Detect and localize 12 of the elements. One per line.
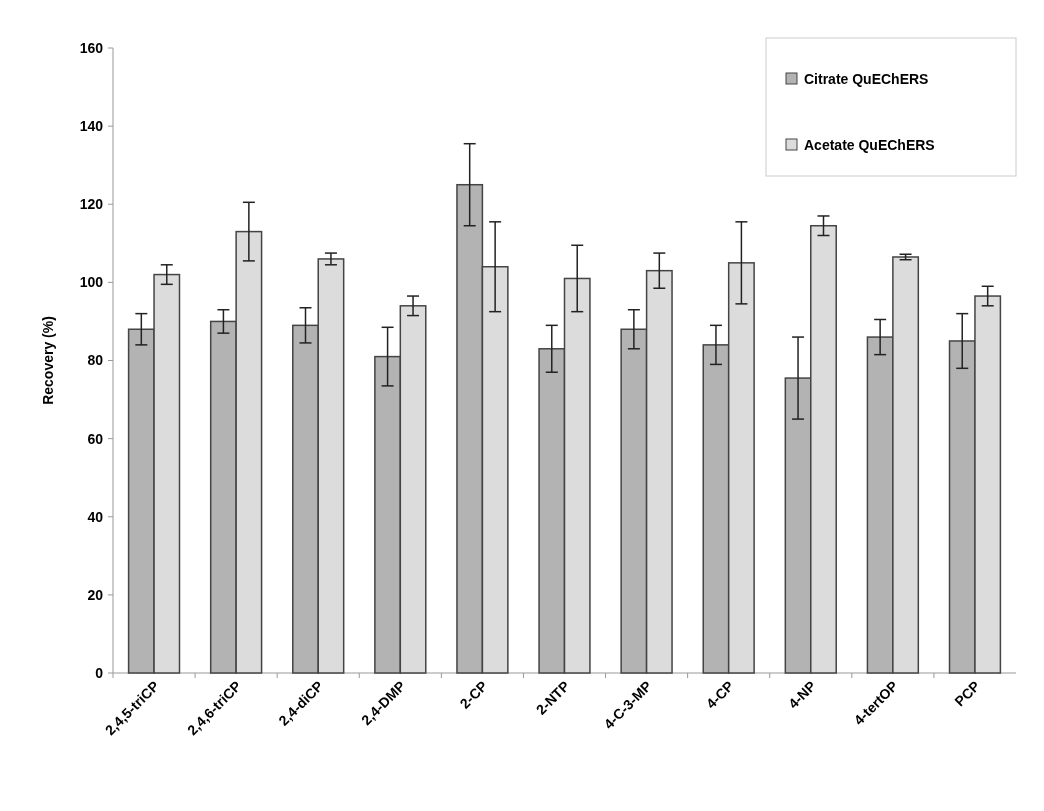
legend-label: Citrate QuEChERS: [804, 70, 929, 87]
y-tick-label: 0: [95, 664, 104, 681]
y-tick-label: 20: [87, 586, 104, 603]
y-tick-label: 160: [79, 39, 104, 56]
y-axis-title: Recovery (%): [40, 316, 56, 405]
y-tick-label: 40: [87, 508, 104, 525]
y-tick-label: 140: [79, 118, 104, 135]
y-tick-label: 60: [87, 430, 104, 447]
y-tick-label: 120: [79, 196, 104, 213]
legend-label: Acetate QuEChERS: [804, 136, 935, 153]
y-tick-label: 80: [87, 352, 104, 369]
y-tick-label: 100: [79, 274, 104, 291]
